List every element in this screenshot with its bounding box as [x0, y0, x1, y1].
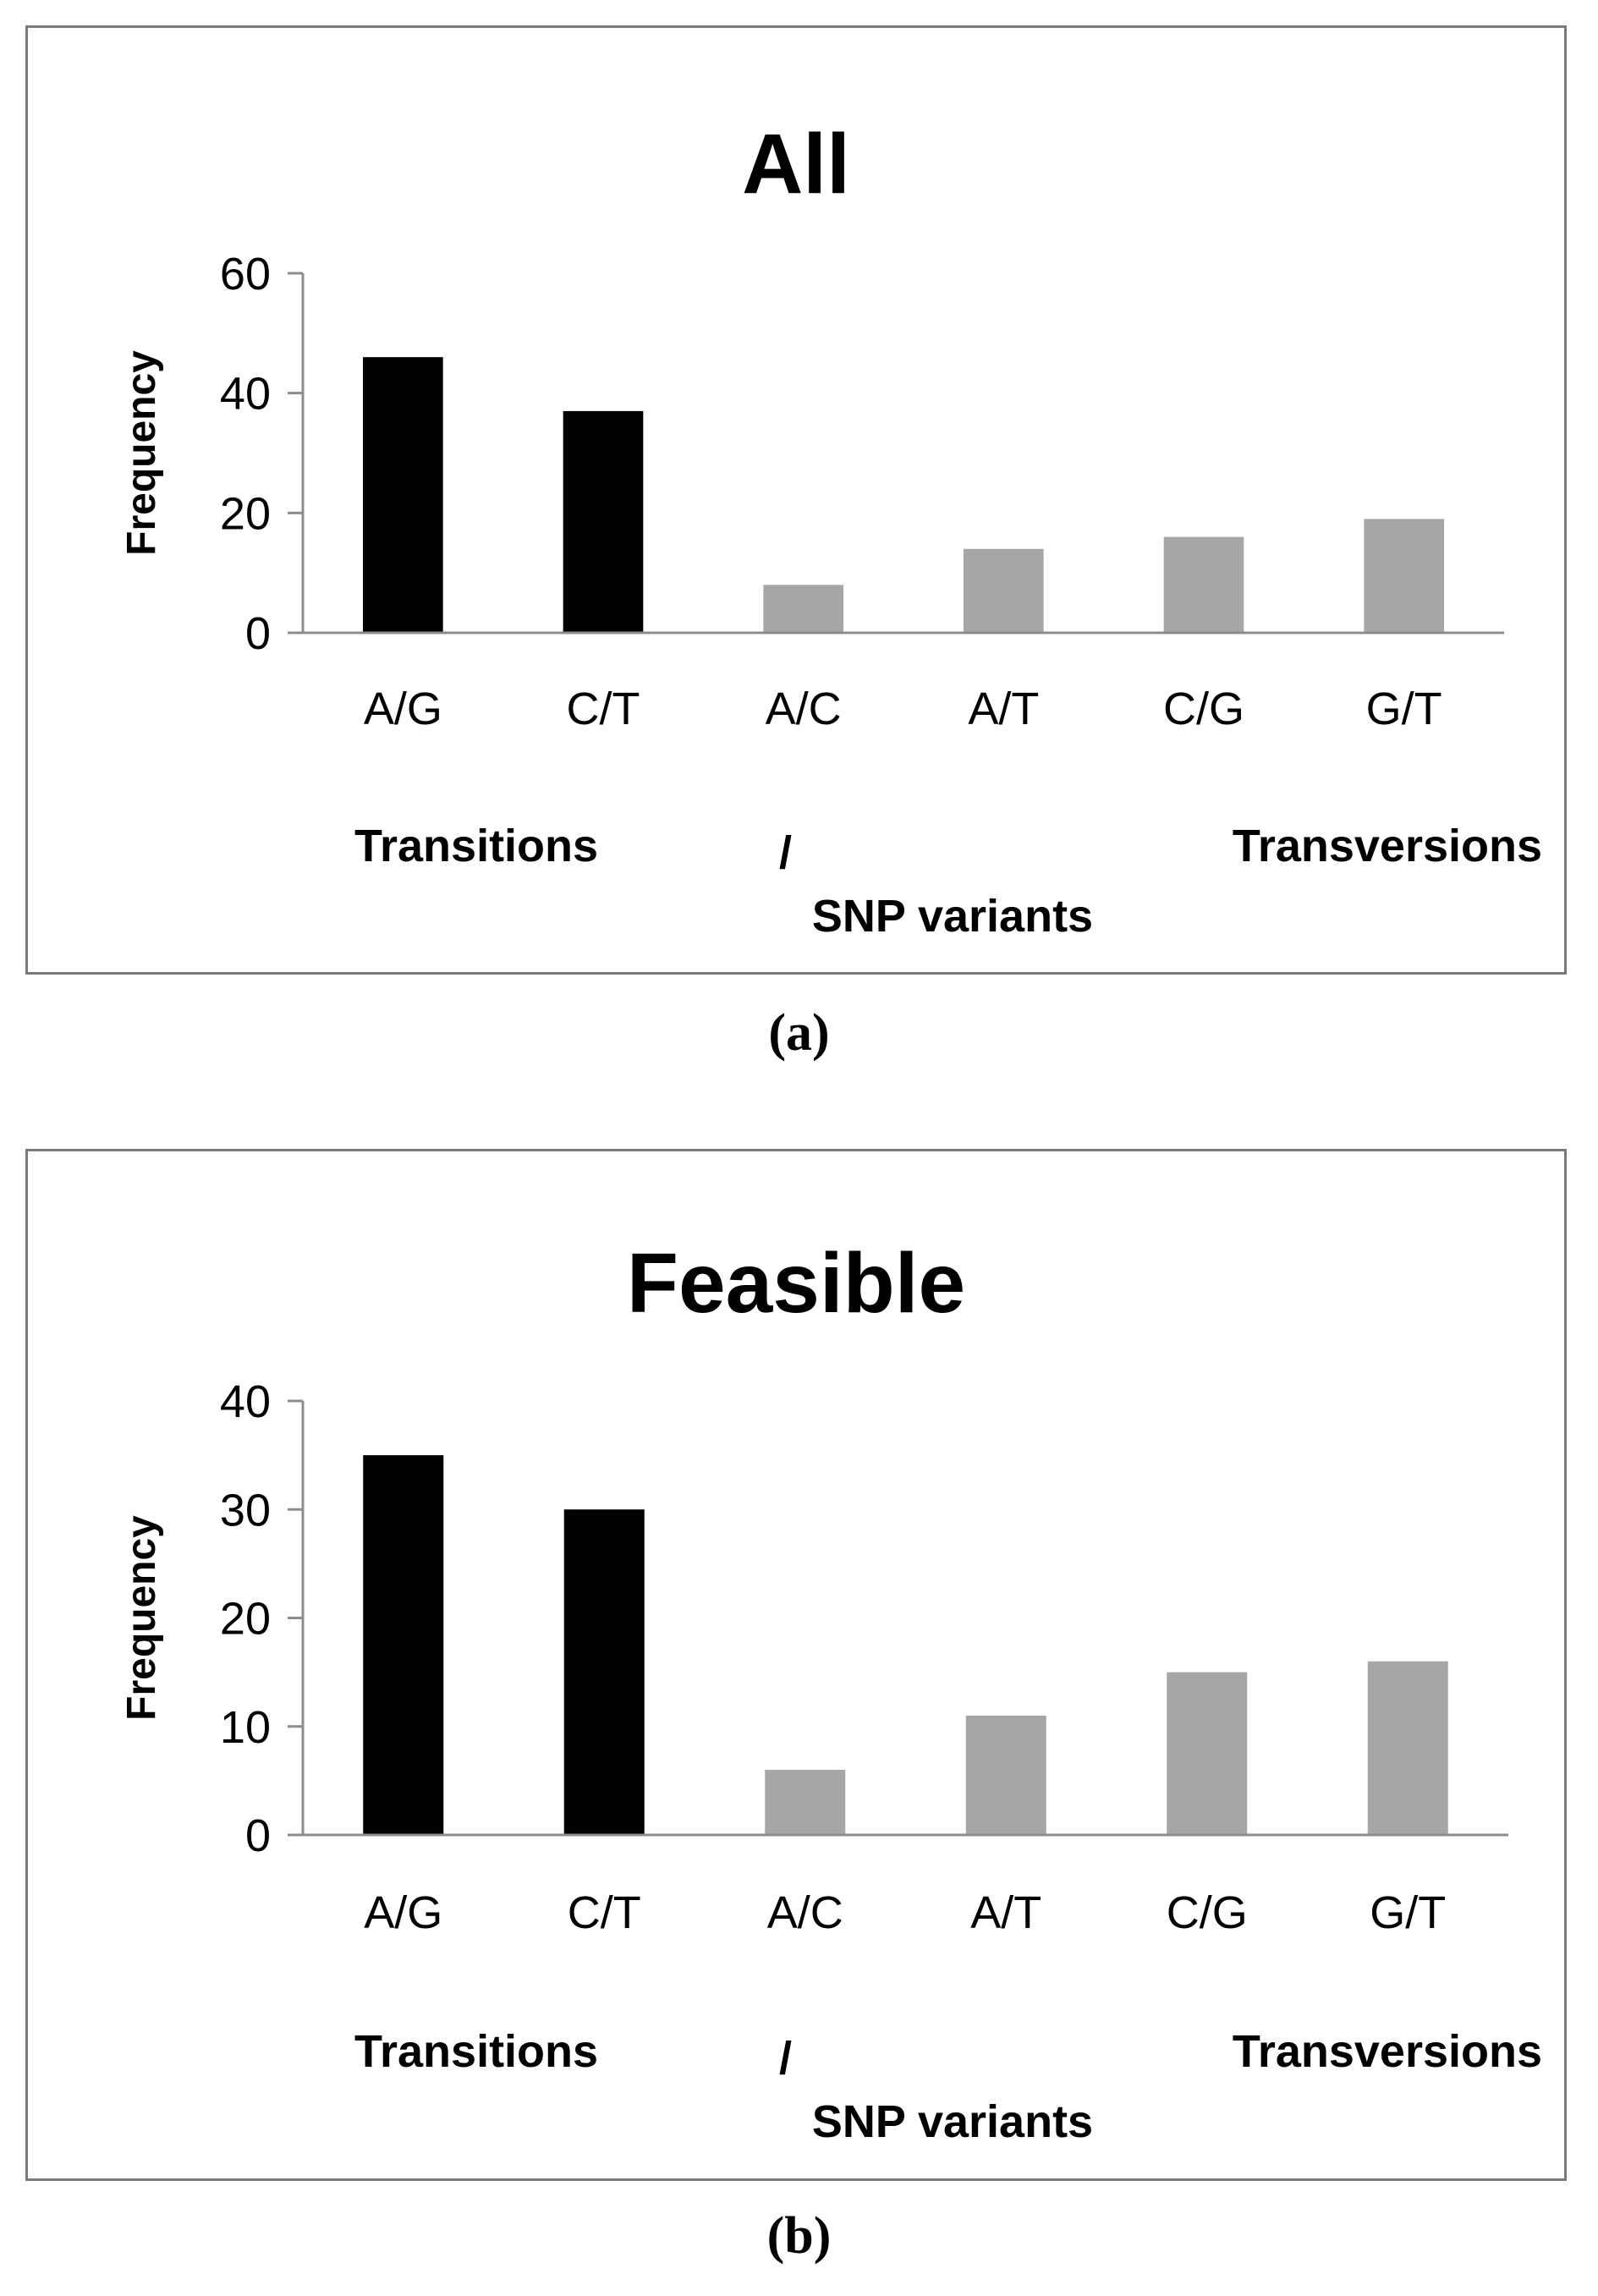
- chart-panel-feasible: Feasible 0 10 20 30 40 Frequency A/G C/T A/C A/T C/…: [25, 1149, 1567, 2181]
- y-tick-label: 20: [220, 1594, 271, 1645]
- category-label: A/G: [364, 1887, 442, 1938]
- category-label: C/T: [568, 1887, 641, 1938]
- bar-A-C: [765, 1770, 846, 1835]
- bar-G-T: [1364, 519, 1444, 633]
- y-tick-label: 40: [220, 1376, 271, 1427]
- bar-A-C: [763, 585, 843, 633]
- caption-a: (a): [768, 1004, 830, 1062]
- chart-title: All: [742, 117, 850, 211]
- category-label: A/G: [364, 684, 442, 734]
- bar-A-T: [965, 1715, 1046, 1835]
- category-label: A/T: [968, 684, 1039, 734]
- chart-feasible: Feasible 0 10 20 30 40 Frequency A/G C/T A/C A/T C/…: [119, 1236, 1542, 2147]
- category-label: C/G: [1163, 684, 1244, 734]
- bar-C-T: [563, 1509, 645, 1835]
- category-label: A/C: [766, 684, 842, 734]
- x-axis-title-transversions: Transversions: [1233, 821, 1542, 871]
- x-axis-title-transversions: Transversions: [1233, 2026, 1542, 2077]
- x-axis-title-separator: /: [779, 2033, 792, 2084]
- y-tick-label: 0: [245, 1810, 271, 1861]
- category-label: G/T: [1370, 1887, 1446, 1938]
- y-tick-label: 60: [220, 249, 271, 299]
- y-tick-label: 20: [220, 488, 271, 539]
- chart-all: All 0 20 40 60 Frequency A/G C/T A/C A/T C/G G/T Tra…: [119, 117, 1542, 942]
- y-tick-label: 0: [245, 608, 271, 659]
- category-label: A/T: [970, 1887, 1041, 1938]
- y-axis-title: Frequency: [119, 350, 164, 556]
- category-label: A/C: [767, 1887, 843, 1938]
- bar-C-T: [563, 410, 644, 633]
- x-axis-title-separator: /: [779, 827, 792, 878]
- y-tick-label: 40: [220, 369, 271, 420]
- category-label: C/T: [567, 684, 640, 734]
- bar-A-G: [363, 357, 443, 633]
- x-axis-title-transitions: Transitions: [354, 2026, 598, 2077]
- x-axis-title-snp-variants: SNP variants: [812, 891, 1093, 942]
- bar-A-T: [964, 548, 1044, 633]
- y-tick-label: 30: [220, 1485, 271, 1535]
- x-axis-title-transitions: Transitions: [354, 821, 598, 871]
- caption-b: (b): [766, 2207, 832, 2265]
- category-label: C/G: [1167, 1887, 1248, 1938]
- y-axis-title: Frequency: [119, 1515, 164, 1721]
- chart-title: Feasible: [627, 1236, 965, 1331]
- chart-panel-all: All 0 20 40 60 Frequency A/G C/T A/C A/T C/G G/T Tra…: [25, 25, 1567, 975]
- bar-A-G: [363, 1455, 444, 1835]
- bar-C-G: [1167, 1672, 1248, 1835]
- y-tick-label: 10: [220, 1702, 271, 1753]
- bar-G-T: [1367, 1661, 1448, 1835]
- bar-C-G: [1163, 536, 1244, 633]
- x-axis-title-snp-variants: SNP variants: [812, 2096, 1093, 2147]
- category-label: G/T: [1366, 684, 1442, 734]
